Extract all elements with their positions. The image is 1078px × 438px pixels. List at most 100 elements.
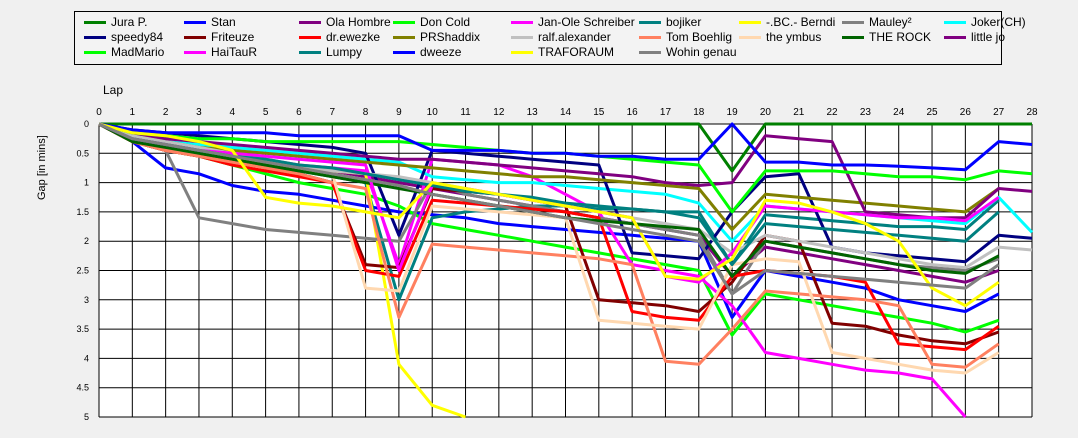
x-tick-label: 16 (627, 107, 639, 118)
y-tick-label: 0.5 (76, 148, 89, 158)
legend-item: Jura P. (84, 15, 147, 29)
legend-swatch (393, 50, 415, 54)
x-tick-label: 7 (329, 107, 335, 118)
legend-swatch (84, 50, 106, 54)
x-tick-label: 9 (396, 107, 402, 118)
legend-swatch (84, 20, 106, 24)
legend-label: dweeze (420, 45, 462, 59)
legend-swatch (842, 35, 864, 39)
legend-label: Ola Hombre (326, 15, 391, 29)
x-tick-label: 20 (760, 107, 772, 118)
legend-item: Lumpy (299, 45, 362, 59)
x-tick-label: 24 (893, 107, 905, 118)
legend-label: HaiTauR (211, 45, 258, 59)
legend-swatch (639, 50, 661, 54)
series-line-1 (98, 122, 1000, 319)
legend-swatch (639, 35, 661, 39)
legend-swatch (944, 35, 966, 39)
legend-label: ralf.alexander (538, 30, 611, 44)
x-tick-label: 19 (727, 107, 739, 118)
x-tick-label: 10 (427, 107, 439, 118)
legend-label: Friteuze (211, 30, 255, 44)
legend-item: Friteuze (184, 30, 254, 44)
legend-swatch (639, 20, 661, 24)
y-tick-label: 3 (84, 295, 89, 305)
legend-label: Mauley² (869, 15, 912, 29)
x-tick-label: 26 (960, 107, 972, 118)
legend-item: dweeze (393, 45, 461, 59)
legend-item: Mauley² (842, 15, 912, 29)
legend-item: Jan-Ole Schreiber (511, 15, 635, 29)
x-tick-label: 12 (493, 107, 505, 118)
legend-label: TRAFORAUM (538, 45, 614, 59)
x-tick-label: 28 (1026, 107, 1038, 118)
legend-label: Don Cold (420, 15, 471, 29)
y-tick-label: 5 (84, 412, 89, 422)
legend-label: PRShaddix (420, 30, 481, 44)
legend-swatch (393, 20, 415, 24)
legend-swatch (184, 35, 206, 39)
legend-swatch (184, 20, 206, 24)
x-tick-label: 0 (96, 107, 102, 118)
legend-label: Stan (211, 15, 236, 29)
legend-swatch (84, 35, 106, 39)
legend-label: Joker(CH) (971, 15, 1026, 29)
x-tick-label: 6 (296, 107, 302, 118)
chart-legend: Jura P. Stan Ola Hombre Don Cold Jan-Ole Sch… (74, 11, 1026, 65)
legend-swatch (299, 20, 321, 24)
legend-item: HaiTauR (184, 45, 257, 59)
series-line-22 (98, 122, 1000, 308)
legend-swatch (184, 50, 206, 54)
x-tick-label: 22 (827, 107, 839, 118)
legend-label: dr.ewezke (326, 30, 381, 44)
legend-swatch (511, 20, 533, 24)
legend-item: Ola Hombre (299, 15, 391, 29)
legend-item: Joker(CH) (944, 15, 1026, 29)
x-tick-label: 17 (660, 107, 672, 118)
x-tick-label: 5 (263, 107, 269, 118)
y-tick-label: 0 (84, 119, 89, 129)
legend-label: speedy84 (111, 30, 164, 44)
legend-label: -.BC.- Berndi (766, 15, 836, 29)
series-line-17 (98, 122, 1033, 220)
legend-label: Jan-Ole Schreiber (538, 15, 635, 29)
x-tick-label: 11 (460, 107, 471, 118)
legend-label: Tom Boehlig (666, 30, 733, 44)
legend-item: Wohin genau (639, 45, 737, 59)
legend-item: bojiker (639, 15, 701, 29)
y-tick-label: 1 (84, 178, 89, 188)
legend-label: the ymbus (766, 30, 822, 44)
legend-item: dr.ewezke (299, 30, 380, 44)
series-line-21 (98, 122, 1033, 172)
legend-item: Stan (184, 15, 236, 29)
series-line-14 (98, 122, 1000, 369)
x-tick-label: 15 (593, 107, 605, 118)
legend-swatch (511, 35, 533, 39)
x-axis-title: Lap (103, 83, 124, 97)
x-tick-label: 8 (363, 107, 369, 118)
x-tick-label: 21 (793, 107, 805, 118)
series-line-12 (98, 122, 1000, 231)
legend-item: the ymbus (739, 30, 821, 44)
legend-item: little jo (944, 30, 1005, 44)
x-tick-label: 1 (130, 107, 136, 118)
legend-swatch (299, 50, 321, 54)
legend-item: ralf.alexander (511, 30, 611, 44)
y-tick-label: 3.5 (76, 324, 89, 334)
x-tick-label: 4 (230, 107, 236, 118)
y-tick-label: 4 (84, 353, 89, 363)
x-tick-label: 13 (527, 107, 539, 118)
legend-item: PRShaddix (393, 30, 480, 44)
legend-swatch (739, 20, 761, 24)
series-line-23 (98, 122, 1000, 296)
legend-label: little jo (971, 30, 1006, 44)
legend-label: Jura P. (111, 15, 148, 29)
legend-swatch (299, 35, 321, 39)
legend-item: Don Cold (393, 15, 470, 29)
legend-item: MadMario (84, 45, 164, 59)
legend-item: THE ROCK (842, 30, 931, 44)
legend-label: Wohin genau (666, 45, 737, 59)
legend-item: Tom Boehlig (639, 30, 732, 44)
legend-swatch (944, 20, 966, 24)
